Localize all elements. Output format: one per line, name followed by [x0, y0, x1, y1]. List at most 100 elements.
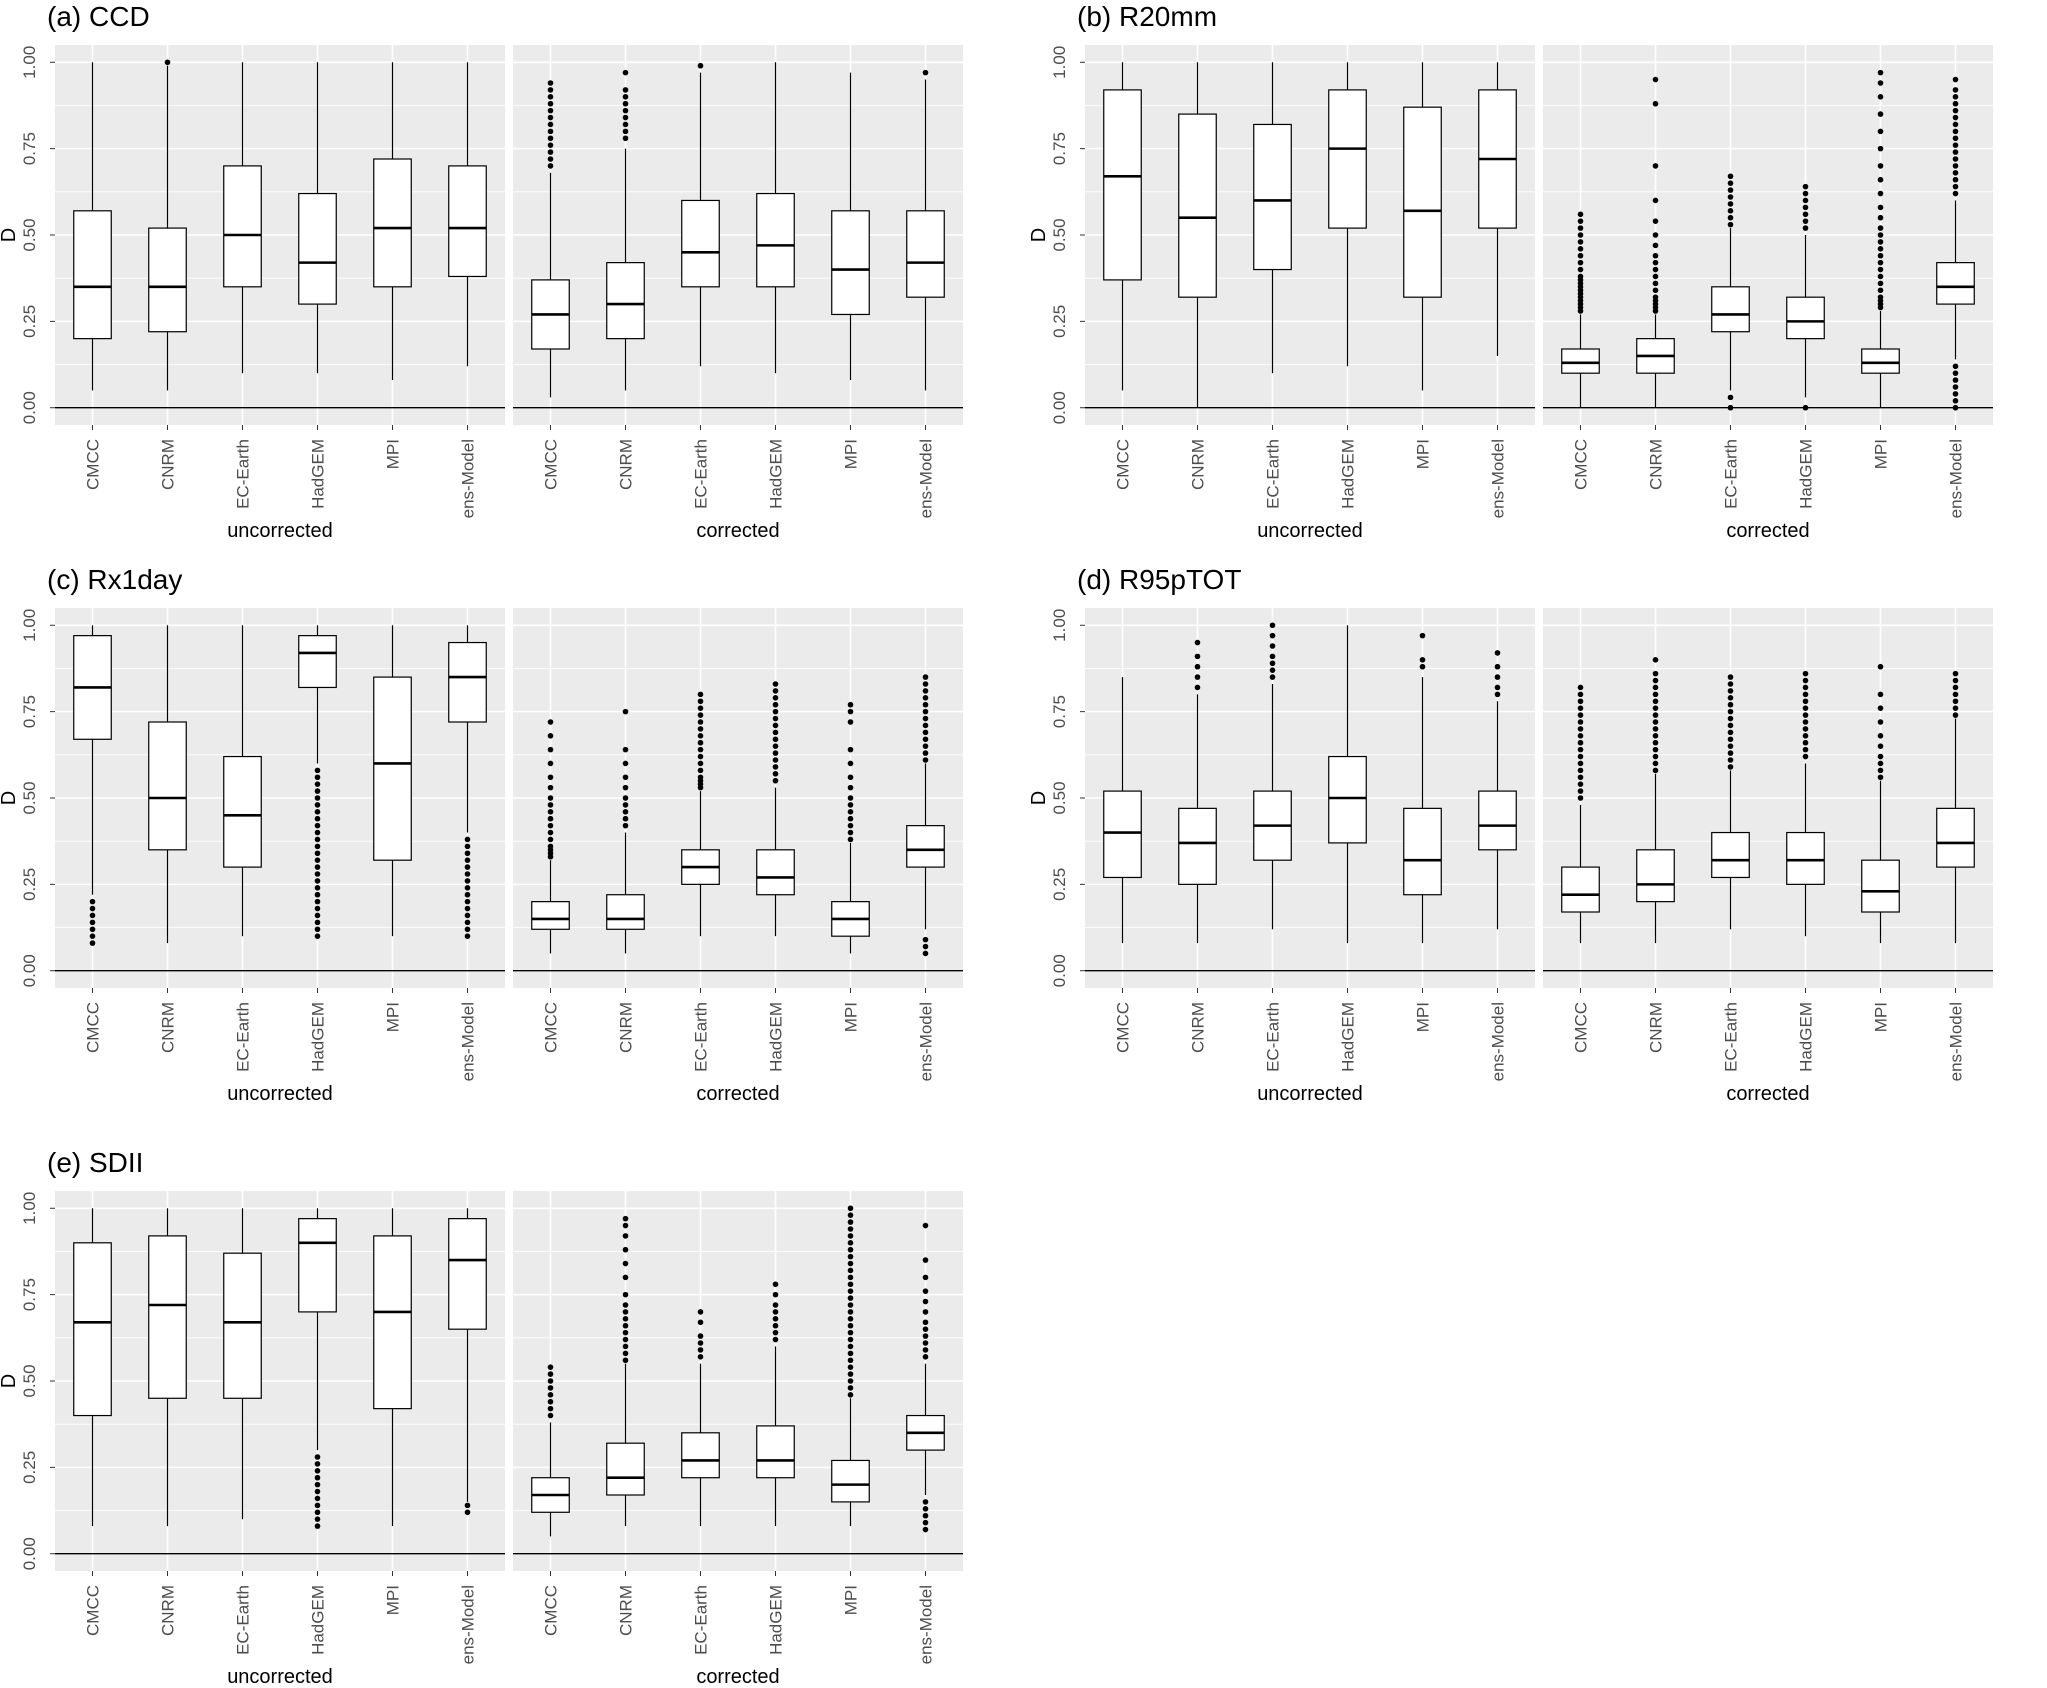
outlier-point [622, 1222, 629, 1229]
outlier-point [1952, 398, 1959, 404]
outlier-point [314, 864, 321, 870]
outlier-point [847, 1205, 854, 1212]
box-iqr [1403, 807, 1442, 896]
outlier-point [1194, 663, 1201, 670]
outlier-point [622, 1246, 629, 1253]
outlier-point [922, 688, 929, 694]
outlier-point [314, 1516, 321, 1522]
outlier-point [847, 822, 854, 829]
outlier-point [1652, 670, 1659, 677]
outlier-point [1877, 225, 1884, 231]
outlier-point [847, 1281, 854, 1288]
outlier-point [1877, 294, 1884, 300]
box-MPI: MPI [831, 72, 870, 469]
outlier-point [1727, 180, 1734, 186]
outlier-point [1727, 701, 1734, 708]
outlier-point [547, 784, 554, 791]
outlier-point [847, 1336, 854, 1343]
x-tick-label: CNRM [1647, 1002, 1666, 1053]
outlier-point [547, 829, 554, 836]
outlier-point [164, 59, 171, 66]
outlier-point [1952, 149, 1959, 155]
box-iqr [223, 165, 262, 288]
outlier-point [1877, 287, 1884, 294]
outlier-point [772, 743, 779, 749]
chart-5: (e) SDII D 0.00 0.25 0.50 0.75 1.00 CMCC CNRM EC-… [0, 1147, 963, 1688]
outlier-point [1727, 194, 1734, 200]
outlier-point [847, 1260, 854, 1267]
outlier-point [697, 719, 704, 725]
box-iqr [373, 158, 412, 288]
outlier-point [1727, 208, 1734, 214]
outlier-point [547, 760, 554, 767]
x-tick-label: HadGEM [1797, 439, 1816, 509]
box-iqr [1403, 106, 1442, 298]
box-CMCC: CMCC [73, 625, 112, 1053]
panel-corrected: CMCC CNRM EC-Earth HadGEM MPI ens-Model correc… [513, 608, 963, 1105]
y-tick-label: 1.00 [1050, 609, 1069, 642]
box-CMCC: CMCC [531, 80, 570, 490]
outlier-point [89, 940, 96, 946]
y-tick-label: 0.75 [20, 1278, 39, 1311]
box-iqr [1861, 348, 1900, 374]
outlier-point [1194, 639, 1201, 646]
box-ens-Model: ens-Model [1936, 670, 1975, 1081]
chart-title: (d) R95pTOT [1077, 564, 1241, 595]
chart-title: (a) CCD [47, 1, 150, 32]
outlier-point [1727, 743, 1734, 749]
outlier-point [1877, 128, 1884, 135]
outlier-point [464, 885, 471, 891]
outlier-point [922, 1326, 929, 1332]
outlier-point [1577, 218, 1584, 224]
outlier-point [1877, 774, 1884, 781]
outlier-point [1802, 746, 1809, 753]
box-iqr [1711, 831, 1750, 879]
outlier-point [314, 767, 321, 774]
outlier-point [464, 1502, 471, 1509]
x-tick-label: CNRM [159, 439, 178, 490]
outlier-point [697, 739, 704, 746]
outlier-point [1577, 774, 1584, 781]
outlier-point [1802, 719, 1809, 725]
outlier-point [1577, 705, 1584, 711]
outlier-point [1877, 663, 1884, 670]
outlier-point [1269, 622, 1276, 629]
outlier-point [772, 1322, 779, 1329]
box-ens-Model: ens-Model [906, 1222, 945, 1664]
x-tick-label: MPI [384, 1585, 403, 1615]
x-tick-label: HadGEM [767, 1585, 786, 1655]
outlier-point [1419, 663, 1426, 670]
outlier-point [314, 1502, 321, 1509]
outlier-point [847, 1219, 854, 1225]
outlier-point [1727, 688, 1734, 694]
box-MPI: MPI [831, 701, 870, 1032]
x-tick-label: CMCC [542, 1585, 561, 1636]
outlier-point [772, 1291, 779, 1298]
outlier-point [622, 1357, 629, 1364]
outlier-point [547, 128, 554, 135]
outlier-point [1577, 788, 1584, 794]
outlier-point [697, 753, 704, 760]
outlier-point [547, 822, 554, 829]
outlier-point [772, 695, 779, 701]
panel-uncorrected: CMCC CNRM EC-Earth HadGEM MPI ens-Model uncorr… [55, 608, 505, 1105]
outlier-point [922, 1512, 929, 1519]
x-tick-label: HadGEM [309, 1585, 328, 1655]
outlier-point [1577, 246, 1584, 252]
outlier-point [1802, 190, 1809, 197]
box-MPI: MPI [373, 1208, 412, 1615]
x-tick-label: MPI [842, 1002, 861, 1032]
chart-4: (d) R95pTOT D 0.00 0.25 0.50 0.75 1.00 CMCC CNRM… [1028, 564, 1993, 1105]
box-iqr [1936, 262, 1975, 305]
outlier-point [697, 760, 704, 767]
outlier-point [922, 1340, 929, 1346]
outlier-point [547, 87, 554, 93]
box-CNRM: CNRM [1178, 639, 1217, 1053]
x-tick-label: MPI [384, 439, 403, 469]
outlier-point [847, 1240, 854, 1246]
outlier-point [1577, 273, 1584, 280]
outlier-point [1802, 705, 1809, 711]
outlier-point [1577, 684, 1584, 691]
y-tick-label: 0.00 [20, 391, 39, 424]
outlier-point [1727, 736, 1734, 743]
